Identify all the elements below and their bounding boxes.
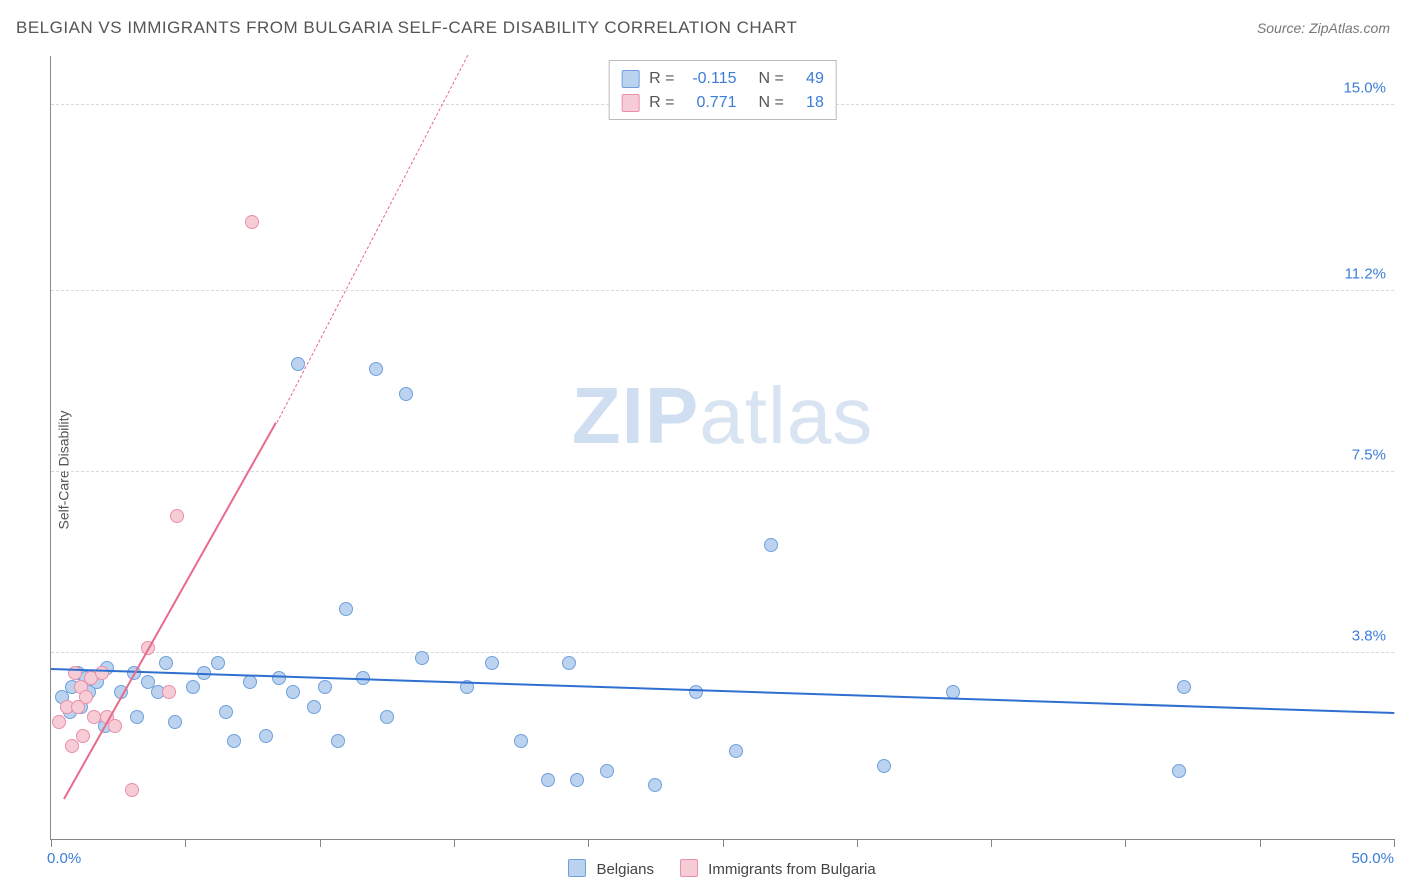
- legend-label-bulgaria: Immigrants from Bulgaria: [708, 861, 876, 878]
- source-credit: Source: ZipAtlas.com: [1257, 20, 1390, 36]
- xtick: [1394, 839, 1395, 847]
- xtick: [51, 839, 52, 847]
- stats-box: R = -0.115 N = 49 R = 0.771 N = 18: [608, 60, 837, 120]
- ytick-label: 11.2%: [1345, 265, 1386, 282]
- xtick: [1125, 839, 1126, 847]
- point-belgians: [562, 656, 576, 670]
- point-belgians: [689, 685, 703, 699]
- ytick-label: 7.5%: [1352, 446, 1386, 463]
- ytick-label: 15.0%: [1343, 79, 1386, 96]
- stats-n-label: N =: [759, 91, 784, 115]
- stats-r-label: R =: [649, 91, 674, 115]
- point-belgians: [286, 685, 300, 699]
- point-belgians: [369, 362, 383, 376]
- regression-bulgaria: [64, 422, 278, 800]
- stats-row-bulgaria: R = 0.771 N = 18: [621, 91, 824, 115]
- stats-n-value: 49: [794, 67, 824, 91]
- xtick: [454, 839, 455, 847]
- legend-item-belgians: Belgians: [568, 859, 654, 878]
- xtick: [588, 839, 589, 847]
- gridline-h: [51, 471, 1394, 472]
- stats-row-belgians: R = -0.115 N = 49: [621, 67, 824, 91]
- point-belgians: [259, 729, 273, 743]
- plot-region: ZIPatlas 3.8%7.5%11.2%15.0%0.0%50.0%R =-…: [50, 56, 1394, 840]
- point-bulgaria: [170, 509, 184, 523]
- point-belgians: [168, 715, 182, 729]
- point-belgians: [130, 710, 144, 724]
- point-bulgaria: [95, 666, 109, 680]
- point-belgians: [1172, 764, 1186, 778]
- point-bulgaria: [52, 715, 66, 729]
- legend-label-belgians: Belgians: [596, 861, 654, 878]
- gridline-h: [51, 652, 1394, 653]
- chart-area: Self-Care Disability ZIPatlas 3.8%7.5%11…: [0, 48, 1406, 892]
- gridline-h: [51, 290, 1394, 291]
- point-belgians: [570, 773, 584, 787]
- stats-r-value: -0.115: [685, 67, 737, 91]
- stats-swatch: [621, 70, 639, 88]
- point-belgians: [159, 656, 173, 670]
- point-belgians: [211, 656, 225, 670]
- point-belgians: [186, 680, 200, 694]
- point-belgians: [318, 680, 332, 694]
- xtick: [320, 839, 321, 847]
- point-belgians: [514, 734, 528, 748]
- legend-swatch-bulgaria: [680, 859, 698, 877]
- point-belgians: [729, 744, 743, 758]
- xtick: [723, 839, 724, 847]
- point-belgians: [219, 705, 233, 719]
- chart-header: BELGIAN VS IMMIGRANTS FROM BULGARIA SELF…: [16, 18, 1390, 38]
- point-bulgaria: [162, 685, 176, 699]
- ytick-label: 3.8%: [1352, 628, 1386, 645]
- point-bulgaria: [79, 690, 93, 704]
- watermark-right: atlas: [699, 371, 873, 460]
- stats-r-label: R =: [649, 67, 674, 91]
- point-bulgaria: [125, 783, 139, 797]
- point-bulgaria: [76, 729, 90, 743]
- point-bulgaria: [87, 710, 101, 724]
- point-belgians: [877, 759, 891, 773]
- point-belgians: [600, 764, 614, 778]
- bottom-legend: Belgians Immigrants from Bulgaria: [50, 859, 1394, 878]
- point-belgians: [227, 734, 241, 748]
- legend-swatch-belgians: [568, 859, 586, 877]
- point-belgians: [764, 538, 778, 552]
- point-belgians: [339, 602, 353, 616]
- point-belgians: [331, 734, 345, 748]
- chart-title: BELGIAN VS IMMIGRANTS FROM BULGARIA SELF…: [16, 18, 797, 38]
- xtick: [857, 839, 858, 847]
- point-bulgaria: [245, 215, 259, 229]
- point-bulgaria: [108, 719, 122, 733]
- point-belgians: [399, 387, 413, 401]
- watermark-left: ZIP: [572, 371, 699, 460]
- point-belgians: [541, 773, 555, 787]
- xtick: [991, 839, 992, 847]
- watermark: ZIPatlas: [572, 370, 873, 462]
- source-name: ZipAtlas.com: [1309, 20, 1390, 36]
- point-belgians: [1177, 680, 1191, 694]
- point-belgians: [648, 778, 662, 792]
- point-belgians: [380, 710, 394, 724]
- xtick: [1260, 839, 1261, 847]
- point-belgians: [485, 656, 499, 670]
- point-belgians: [415, 651, 429, 665]
- stats-n-value: 18: [794, 91, 824, 115]
- point-belgians: [243, 675, 257, 689]
- stats-r-value: 0.771: [685, 91, 737, 115]
- regression-belgians: [51, 668, 1394, 714]
- stats-n-label: N =: [759, 67, 784, 91]
- legend-item-bulgaria: Immigrants from Bulgaria: [680, 859, 876, 878]
- source-label: Source:: [1257, 20, 1305, 36]
- stats-swatch: [621, 94, 639, 112]
- xtick: [185, 839, 186, 847]
- point-belgians: [307, 700, 321, 714]
